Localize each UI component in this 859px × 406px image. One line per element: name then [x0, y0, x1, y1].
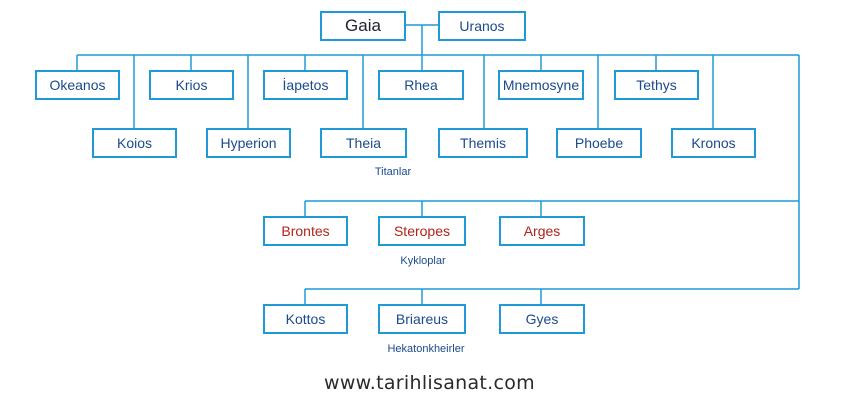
node-kyklop: Arges — [499, 216, 585, 246]
node-hekatonkheir: Kottos — [263, 304, 348, 334]
group-label-titans: Titanlar — [374, 166, 412, 178]
node-kyklop: Steropes — [378, 216, 466, 246]
group-label-hekatonkheires: Hekatonkheirler — [387, 343, 465, 355]
node-titan: Mnemosyne — [498, 70, 584, 100]
node-gaia: Gaia — [320, 11, 406, 41]
footer-website: www.tarihlisanat.com — [324, 372, 535, 394]
node-titan: Koios — [92, 128, 177, 158]
group-label-kyklops: Kykloplar — [400, 255, 446, 267]
node-hekatonkheir: Gyes — [499, 304, 585, 334]
node-titan: Phoebe — [556, 128, 642, 158]
node-hekatonkheir: Briareus — [378, 304, 466, 334]
node-titan: Theia — [320, 128, 407, 158]
node-titan: Hyperion — [206, 128, 291, 158]
node-titan: Themis — [438, 128, 528, 158]
node-titan: Kronos — [671, 128, 756, 158]
node-titan: Krios — [149, 70, 234, 100]
node-titan: Rhea — [378, 70, 464, 100]
node-titan: Tethys — [614, 70, 699, 100]
node-titan: İapetos — [263, 70, 348, 100]
node-kyklop: Brontes — [263, 216, 348, 246]
node-uranos: Uranos — [438, 11, 526, 41]
node-titan: Okeanos — [35, 70, 120, 100]
